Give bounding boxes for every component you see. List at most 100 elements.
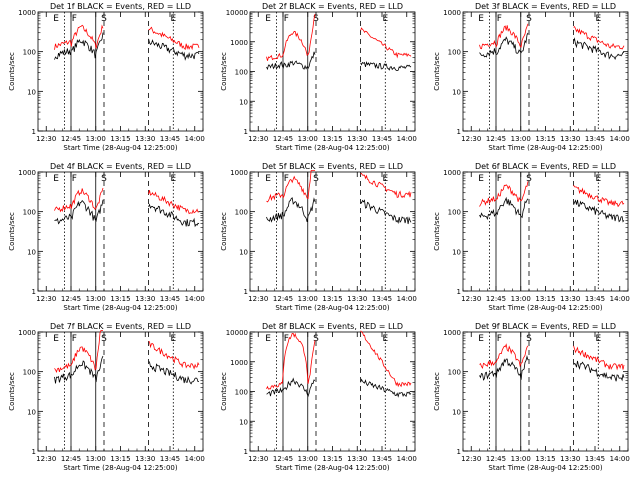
panel-title: Det 3f BLACK = Events, RED = LLD	[475, 2, 616, 11]
x-tick-label: 13:15	[535, 135, 555, 143]
y-tick-label: 10	[239, 418, 248, 426]
y-axis-label: Counts/sec	[220, 372, 228, 411]
x-tick-label: 13:00	[511, 135, 531, 143]
x-tick-label: 13:45	[160, 135, 180, 143]
x-axis-label: Start Time (28-Aug-04 12:25:00)	[63, 144, 177, 152]
x-tick-label: 14:00	[610, 295, 630, 303]
marker-label-E: E	[170, 14, 176, 24]
marker-label-S: S	[313, 14, 319, 24]
x-tick-label: 13:30	[347, 455, 367, 463]
panel-det-7: Det 7f BLACK = Events, RED = LLD 1 10 100 10…	[8, 322, 205, 472]
panel-det-1: Det 1f BLACK = Events, RED = LLD 1 10 100 10…	[8, 2, 205, 152]
marker-label-E: E	[478, 14, 484, 24]
y-tick-label: 100	[448, 369, 461, 377]
x-tick-label: 13:00	[298, 455, 318, 463]
x-tick-label: 12:45	[61, 135, 81, 143]
y-tick-label: 1	[244, 128, 248, 136]
x-tick-label: 14:00	[610, 455, 630, 463]
y-axis-label: Counts/sec	[8, 212, 16, 251]
x-tick-label: 12:45	[486, 295, 506, 303]
y-tick-label: 10	[27, 88, 36, 96]
plot-frame	[37, 331, 204, 452]
x-tick-label: 13:45	[372, 135, 392, 143]
marker-label-E: E	[53, 14, 59, 24]
panel-det-2: Det 2f BLACK = Events, RED = LLD 1 10 100 10…	[220, 2, 417, 152]
panel-title: Det 7f BLACK = Events, RED = LLD	[50, 322, 191, 331]
x-tick-label: 13:30	[135, 135, 155, 143]
y-tick-label: 1	[32, 448, 36, 456]
y-tick-label: 10	[452, 88, 461, 96]
panel-det-8: Det 8f BLACK = Events, RED = LLD 1 10 100 10…	[220, 322, 417, 472]
marker-label-F: F	[72, 174, 77, 184]
x-tick-label: 14:00	[185, 455, 205, 463]
marker-label-E: E	[478, 174, 484, 184]
x-tick-label: 13:45	[585, 455, 605, 463]
x-tick-label: 12:45	[486, 135, 506, 143]
y-tick-label: 100	[235, 69, 248, 77]
x-tick-label: 13:15	[110, 295, 130, 303]
y-tick-label: 100	[448, 49, 461, 57]
marker-label-E: E	[265, 334, 271, 344]
y-tick-label: 1000	[230, 39, 248, 47]
plot-frame	[249, 171, 416, 292]
marker-label-E: E	[595, 334, 601, 344]
series-events	[54, 199, 200, 228]
y-tick-label: 1000	[443, 329, 461, 337]
y-tick-label: 1	[32, 128, 36, 136]
marker-label-F: F	[497, 14, 502, 24]
plot-frame	[462, 331, 629, 452]
series-lld	[54, 24, 200, 51]
series-lld	[479, 23, 625, 50]
y-tick-label: 1	[457, 448, 461, 456]
x-tick-label: 13:45	[372, 455, 392, 463]
panel-title: Det 9f BLACK = Events, RED = LLD	[475, 322, 616, 331]
y-axis-label: Counts/sec	[220, 52, 228, 91]
y-tick-label: 1	[457, 128, 461, 136]
marker-label-F: F	[497, 334, 502, 344]
marker-label-S: S	[101, 14, 107, 24]
marker-label-S: S	[313, 174, 319, 184]
x-tick-label: 12:45	[61, 295, 81, 303]
x-tick-label: 14:00	[397, 295, 417, 303]
plot-frame	[249, 11, 416, 132]
panel-title: Det 1f BLACK = Events, RED = LLD	[50, 2, 191, 11]
x-tick-label: 12:30	[36, 295, 56, 303]
marker-label-E: E	[53, 174, 59, 184]
x-tick-label: 13:00	[86, 135, 106, 143]
x-tick-label: 13:15	[535, 295, 555, 303]
x-tick-label: 13:30	[347, 295, 367, 303]
x-tick-label: 14:00	[397, 135, 417, 143]
panel-title: Det 2f BLACK = Events, RED = LLD	[262, 2, 403, 11]
y-tick-label: 10	[239, 98, 248, 106]
panel-det-5: Det 5f BLACK = Events, RED = LLD 1 10 100 10…	[220, 162, 417, 312]
x-tick-label: 13:30	[560, 135, 580, 143]
series-lld	[54, 187, 200, 215]
x-tick-label: 12:45	[486, 455, 506, 463]
panel-det-3: Det 3f BLACK = Events, RED = LLD 1 10 100 10…	[433, 2, 630, 152]
y-tick-label: 10000	[226, 329, 248, 337]
series-lld	[54, 330, 200, 373]
y-tick-label: 1	[244, 448, 248, 456]
panel-det-6: Det 6f BLACK = Events, RED = LLD 1 10 100 10…	[433, 162, 630, 312]
y-axis-label: Counts/sec	[8, 372, 16, 411]
x-tick-label: 13:15	[322, 455, 342, 463]
y-axis-label: Counts/sec	[8, 52, 16, 91]
x-tick-label: 13:00	[298, 135, 318, 143]
x-tick-label: 13:45	[160, 455, 180, 463]
y-tick-label: 10000	[226, 9, 248, 17]
series-lld	[479, 181, 625, 208]
y-axis-label: Counts/sec	[433, 212, 441, 251]
series-lld	[266, 14, 412, 61]
x-tick-label: 12:30	[461, 295, 481, 303]
x-tick-label: 13:45	[585, 135, 605, 143]
marker-label-S: S	[526, 334, 532, 344]
x-tick-label: 12:30	[36, 455, 56, 463]
y-tick-label: 100	[23, 369, 36, 377]
x-axis-label: Start Time (28-Aug-04 12:25:00)	[275, 304, 389, 312]
series-events	[266, 197, 412, 225]
marker-label-E: E	[265, 14, 271, 24]
y-tick-label: 10	[27, 408, 36, 416]
plot-frame	[37, 171, 204, 292]
series-events	[54, 355, 200, 385]
